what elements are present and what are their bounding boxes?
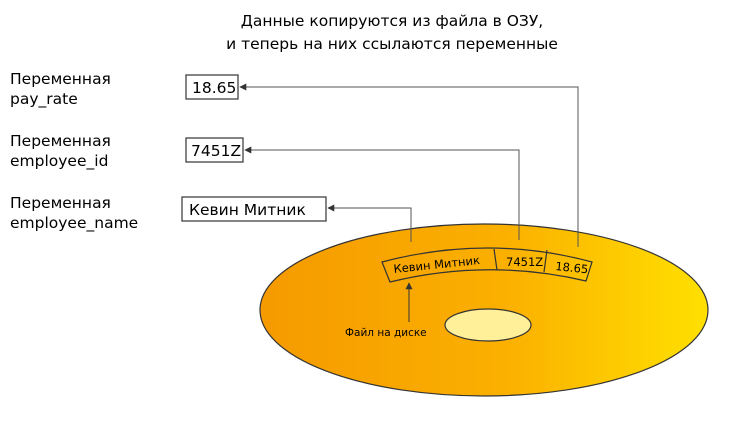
- label-employee-name-line-1: Переменная: [10, 194, 111, 212]
- disk-record-rate: 18.65: [555, 259, 589, 276]
- connector-employee-id: [244, 146, 520, 240]
- label-pay-rate-line-2: pay_rate: [10, 90, 78, 109]
- box-employee-name-value: Кевин Митник: [189, 201, 306, 219]
- box-pay-rate-value: 18.65: [192, 79, 236, 97]
- label-pay-rate-line-1: Переменная: [10, 70, 111, 88]
- caption-line-2: и теперь на них ссылаются переменные: [226, 35, 558, 53]
- connector-employee-name: [327, 204, 412, 242]
- box-employee-id-value: 7451Z: [191, 142, 241, 160]
- box-employee-name: Кевин Митник: [181, 196, 327, 222]
- connector-pay-rate: [239, 83, 579, 247]
- disk-record-id: 7451Z: [506, 255, 543, 269]
- label-employee-name-line-2: employee_name: [10, 214, 138, 233]
- disk-hole: [444, 308, 532, 342]
- label-employee-id-line-1: Переменная: [10, 132, 111, 150]
- box-pay-rate: 18.65: [185, 74, 239, 100]
- file-label: Файл на диске: [345, 327, 427, 339]
- label-employee-id-line-2: employee_id: [10, 152, 108, 171]
- caption-line-1: Данные копируются из файла в ОЗУ,: [241, 12, 543, 30]
- box-employee-id: 7451Z: [185, 137, 244, 163]
